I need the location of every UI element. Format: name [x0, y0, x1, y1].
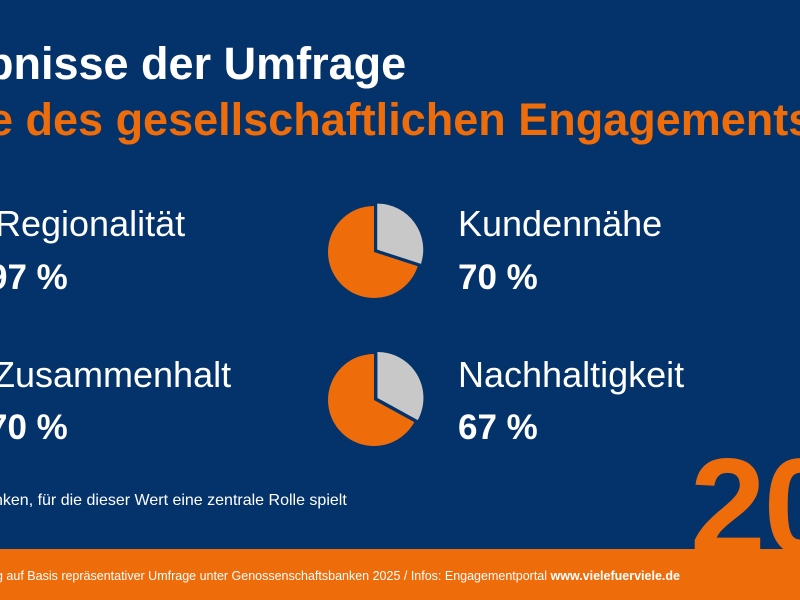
pie-nachhaltigkeit: [328, 351, 424, 446]
footer-link[interactable]: www.vielefuerviele.de: [550, 569, 680, 583]
pie-slice-share: [328, 206, 418, 298]
label-zusammenhalt: Zusammenhalt: [0, 354, 232, 395]
footer-text: g auf Basis repräsentativer Umfrage unte…: [0, 569, 551, 583]
label-nachhaltigkeit: Nachhaltigkeit: [458, 354, 685, 395]
footer-band: [0, 549, 800, 600]
value-nachhaltigkeit: 67 %: [458, 408, 538, 447]
footnote: nken, für die dieser Wert eine zentrale …: [0, 492, 347, 509]
value-regionalitaet: 97 %: [0, 258, 68, 297]
label-regionalitaet: Regionalität: [0, 203, 186, 244]
pie-slice-rest: [377, 351, 424, 421]
pie-kundennaehe: [328, 203, 424, 298]
value-zusammenhalt: 70 %: [0, 408, 68, 447]
footer-source: g auf Basis repräsentativer Umfrage unte…: [0, 569, 680, 583]
title-line-1: bnisse der Umfrage: [0, 38, 407, 89]
title-line-2: e des gesellschaftlichen Engagements: [0, 94, 800, 145]
value-kundennaehe: 70 %: [458, 258, 538, 297]
pie-slice-rest: [377, 203, 424, 264]
pie-slice-share: [328, 354, 415, 446]
label-kundennaehe: Kundennähe: [458, 203, 663, 244]
